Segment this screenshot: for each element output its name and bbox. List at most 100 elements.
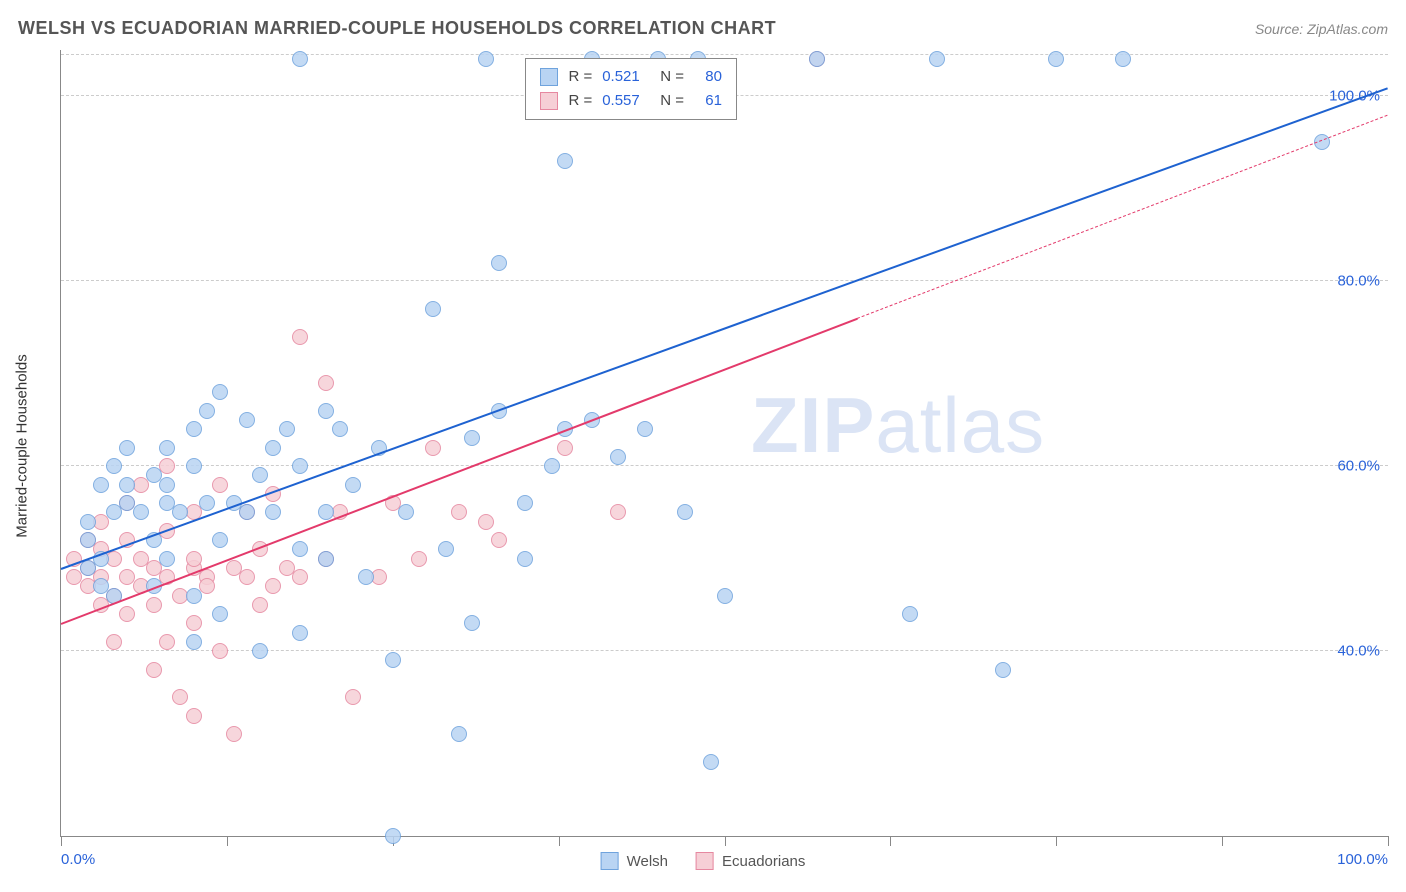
- data-point: [610, 449, 626, 465]
- x-tick: [725, 836, 726, 846]
- data-point: [385, 828, 401, 844]
- stat-n-label: N =: [660, 65, 684, 89]
- regression-line: [61, 87, 1389, 570]
- source-name: ZipAtlas.com: [1307, 21, 1388, 37]
- data-point: [318, 375, 334, 391]
- stats-row: R =0.557N =61: [540, 89, 722, 113]
- stat-r-value: 0.557: [602, 89, 650, 113]
- data-point: [239, 412, 255, 428]
- data-point: [451, 504, 467, 520]
- data-point: [425, 301, 441, 317]
- gridline: [61, 54, 1388, 55]
- data-point: [159, 458, 175, 474]
- data-point: [557, 440, 573, 456]
- data-point: [186, 615, 202, 631]
- data-point: [557, 153, 573, 169]
- data-point: [239, 569, 255, 585]
- data-point: [809, 51, 825, 67]
- source-prefix: Source:: [1255, 21, 1307, 37]
- stat-r-label: R =: [568, 89, 592, 113]
- data-point: [517, 495, 533, 511]
- data-point: [1048, 51, 1064, 67]
- data-point: [544, 458, 560, 474]
- data-point: [159, 551, 175, 567]
- data-point: [119, 440, 135, 456]
- data-point: [80, 514, 96, 530]
- x-tick: [559, 836, 560, 846]
- data-point: [186, 458, 202, 474]
- data-point: [332, 421, 348, 437]
- y-tick-label: 60.0%: [1337, 458, 1380, 475]
- watermark-rest: atlas: [875, 381, 1045, 469]
- x-tick: [890, 836, 891, 846]
- data-point: [292, 329, 308, 345]
- data-point: [995, 662, 1011, 678]
- gridline: [61, 465, 1388, 466]
- data-point: [212, 384, 228, 400]
- data-point: [491, 255, 507, 271]
- data-point: [358, 569, 374, 585]
- data-point: [199, 578, 215, 594]
- x-tick: [1388, 836, 1389, 846]
- data-point: [212, 606, 228, 622]
- regression-line: [61, 318, 858, 625]
- data-point: [265, 504, 281, 520]
- x-tick: [61, 836, 62, 846]
- data-point: [119, 606, 135, 622]
- stat-r-label: R =: [568, 65, 592, 89]
- chart-title: WELSH VS ECUADORIAN MARRIED-COUPLE HOUSE…: [18, 18, 776, 39]
- series-legend: Welsh Ecuadorians: [601, 852, 806, 870]
- stat-r-value: 0.521: [602, 65, 650, 89]
- data-point: [345, 689, 361, 705]
- data-point: [451, 726, 467, 742]
- data-point: [252, 643, 268, 659]
- title-bar: WELSH VS ECUADORIAN MARRIED-COUPLE HOUSE…: [18, 18, 1388, 39]
- data-point: [119, 477, 135, 493]
- data-point: [292, 458, 308, 474]
- data-point: [318, 403, 334, 419]
- stat-n-value: 61: [694, 89, 722, 113]
- data-point: [703, 754, 719, 770]
- data-point: [464, 615, 480, 631]
- y-axis-label: Married-couple Households: [14, 354, 31, 537]
- legend-label: Ecuadorians: [722, 853, 805, 870]
- data-point: [226, 726, 242, 742]
- data-point: [239, 504, 255, 520]
- data-point: [464, 430, 480, 446]
- data-point: [265, 578, 281, 594]
- data-point: [252, 597, 268, 613]
- data-point: [610, 504, 626, 520]
- data-point: [517, 551, 533, 567]
- data-point: [199, 495, 215, 511]
- legend-item: Ecuadorians: [696, 852, 805, 870]
- data-point: [438, 541, 454, 557]
- data-point: [292, 569, 308, 585]
- data-point: [186, 634, 202, 650]
- data-point: [398, 504, 414, 520]
- data-point: [159, 634, 175, 650]
- data-point: [717, 588, 733, 604]
- regression-line: [857, 115, 1388, 319]
- data-point: [478, 514, 494, 530]
- data-point: [133, 504, 149, 520]
- data-point: [146, 597, 162, 613]
- data-point: [186, 551, 202, 567]
- data-point: [292, 541, 308, 557]
- y-tick-label: 40.0%: [1337, 643, 1380, 660]
- data-point: [265, 440, 281, 456]
- data-point: [212, 532, 228, 548]
- data-point: [929, 51, 945, 67]
- legend-label: Welsh: [627, 853, 668, 870]
- data-point: [186, 708, 202, 724]
- legend-item: Welsh: [601, 852, 668, 870]
- data-point: [80, 532, 96, 548]
- data-point: [212, 643, 228, 659]
- data-point: [292, 625, 308, 641]
- legend-swatch: [601, 852, 619, 870]
- data-point: [172, 504, 188, 520]
- scatter-chart: ZIPatlas 40.0%60.0%80.0%100.0%0.0%100.0%…: [60, 50, 1388, 837]
- legend-swatch: [540, 68, 558, 86]
- data-point: [1115, 51, 1131, 67]
- data-point: [279, 421, 295, 437]
- data-point: [292, 51, 308, 67]
